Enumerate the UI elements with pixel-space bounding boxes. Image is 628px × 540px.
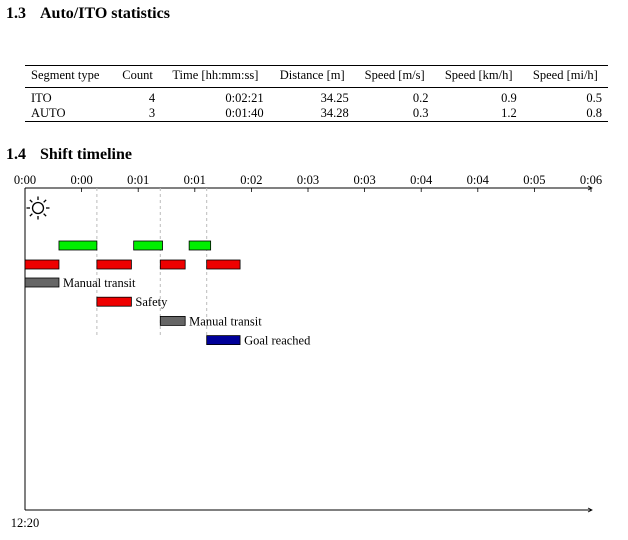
event-label: Manual transit [63, 276, 136, 290]
col-time: Time [hh:mm:ss] [161, 65, 270, 88]
event-bar [206, 335, 241, 346]
event-label: Safety [135, 295, 168, 309]
sun-icon [26, 196, 50, 220]
event-label: Goal reached [244, 334, 311, 348]
table-cell: 34.25 [320, 91, 349, 105]
auto-segment-bar [188, 240, 212, 251]
auto-segment-bar [133, 240, 163, 251]
top-axis-arrow [587, 185, 593, 191]
stats-section-number: 1.3 [6, 5, 26, 22]
table-cell: 3 [148, 106, 156, 120]
timeline-section-number: 1.4 [6, 146, 26, 163]
time-tick-label: 0:04 [467, 173, 490, 187]
stats-section-heading: 1.3 Auto/ITO statistics [6, 5, 170, 23]
col-speed-kmh: Speed [km/h] [434, 65, 523, 88]
table-cell: 0.2 [412, 91, 429, 105]
table-cell: 0.9 [501, 91, 517, 105]
event-label: Manual transit [189, 314, 262, 328]
table-row: ITO 4 0:02:21 34.25 0.2 0.9 0.5 [25, 88, 608, 107]
ito-segment-bar [24, 259, 60, 270]
table-cell: 0.5 [586, 91, 602, 105]
table-cell: 0.8 [586, 106, 602, 120]
time-tick-label: 0:02 [240, 173, 262, 187]
table-cell: 34.28 [320, 106, 349, 120]
time-tick-label: 0:03 [353, 173, 375, 187]
shift-timeline-chart: 0:00 0:00 0:01 0:01 0:02 0:03 0:03 0:04 0:04 0:05… [11, 173, 602, 530]
table-cell: 1.2 [501, 106, 517, 120]
stats-header-row: Segment type Count Time [hh:mm:ss] Dista… [25, 65, 608, 88]
bottom-axis-arrow [587, 507, 593, 513]
timeline-section-title: Shift timeline [40, 146, 132, 163]
col-segment-type: Segment type [25, 65, 114, 88]
event-bar [96, 296, 132, 307]
col-speed-ms: Speed [m/s] [354, 65, 435, 88]
table-cell: 4 [148, 91, 156, 105]
auto-segment-bar [58, 240, 98, 251]
ito-segment-bar [206, 259, 241, 270]
time-tick-label: 0:00 [14, 173, 36, 187]
table-cell: 0:02:21 [225, 91, 264, 105]
event-bar [24, 277, 60, 288]
col-distance: Distance [m] [269, 65, 355, 88]
col-count: Count [114, 65, 162, 88]
time-tick-label: 0:01 [127, 173, 149, 187]
time-tick-label: 0:03 [297, 173, 319, 187]
stats-table: Segment type Count Time [hh:mm:ss] Dista… [25, 65, 608, 122]
stats-section-title: Auto/ITO statistics [40, 5, 170, 22]
timeline-start-label: 12:20 [11, 516, 39, 530]
event-bar [159, 315, 186, 326]
ito-segment-bar [159, 259, 186, 270]
time-tick-label: 0:05 [523, 173, 545, 187]
table-cell: AUTO [31, 106, 66, 120]
table-row: AUTO 3 0:01:40 34.28 0.3 1.2 0.8 [25, 106, 608, 122]
col-speed-mih: Speed [mi/h] [522, 65, 608, 88]
timeline-section-heading: 1.4 Shift timeline [6, 146, 132, 164]
time-tick-label: 0:01 [184, 173, 206, 187]
table-cell: ITO [31, 91, 52, 105]
table-cell: 0.3 [412, 106, 429, 120]
table-cell: 0:01:40 [225, 106, 264, 120]
time-tick-label: 0:00 [70, 173, 92, 187]
time-tick-label: 0:04 [410, 173, 433, 187]
ito-segment-bar [96, 259, 132, 270]
time-tick-label: 0:06 [580, 173, 602, 187]
